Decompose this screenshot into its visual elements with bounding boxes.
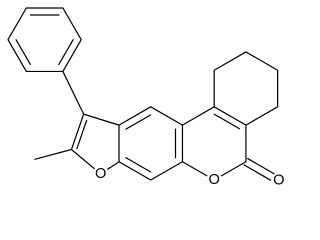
molecule: O O O	[7, 7, 287, 189]
atom-label: O	[95, 166, 106, 182]
atom-label: O	[273, 173, 284, 189]
bonds	[7, 7, 281, 184]
carbonyl-bond	[247, 157, 281, 178]
atom-label: O	[208, 172, 219, 188]
single-bond	[62, 70, 85, 115]
label-background	[206, 172, 223, 188]
label-background	[270, 172, 287, 189]
structure-diagram: O O O	[7, 7, 287, 189]
atom-labels: O O O	[92, 165, 287, 189]
cyclohexene-ring	[213, 51, 279, 126]
double-bond	[125, 114, 152, 130]
benzene-ring	[118, 106, 184, 181]
label-background	[92, 165, 109, 182]
page: {"atoms": ["O", "O", "O"]}	[7, 7, 287, 189]
double-bond	[15, 39, 31, 66]
double-bond	[213, 113, 241, 130]
double-bond	[76, 119, 88, 150]
double-bond	[125, 157, 152, 173]
carbonyl-bond	[243, 164, 277, 184]
methyl-bond	[34, 148, 73, 160]
phenyl-ring	[7, 7, 82, 73]
pyranone-ring	[181, 106, 247, 181]
double-bond	[58, 39, 74, 66]
